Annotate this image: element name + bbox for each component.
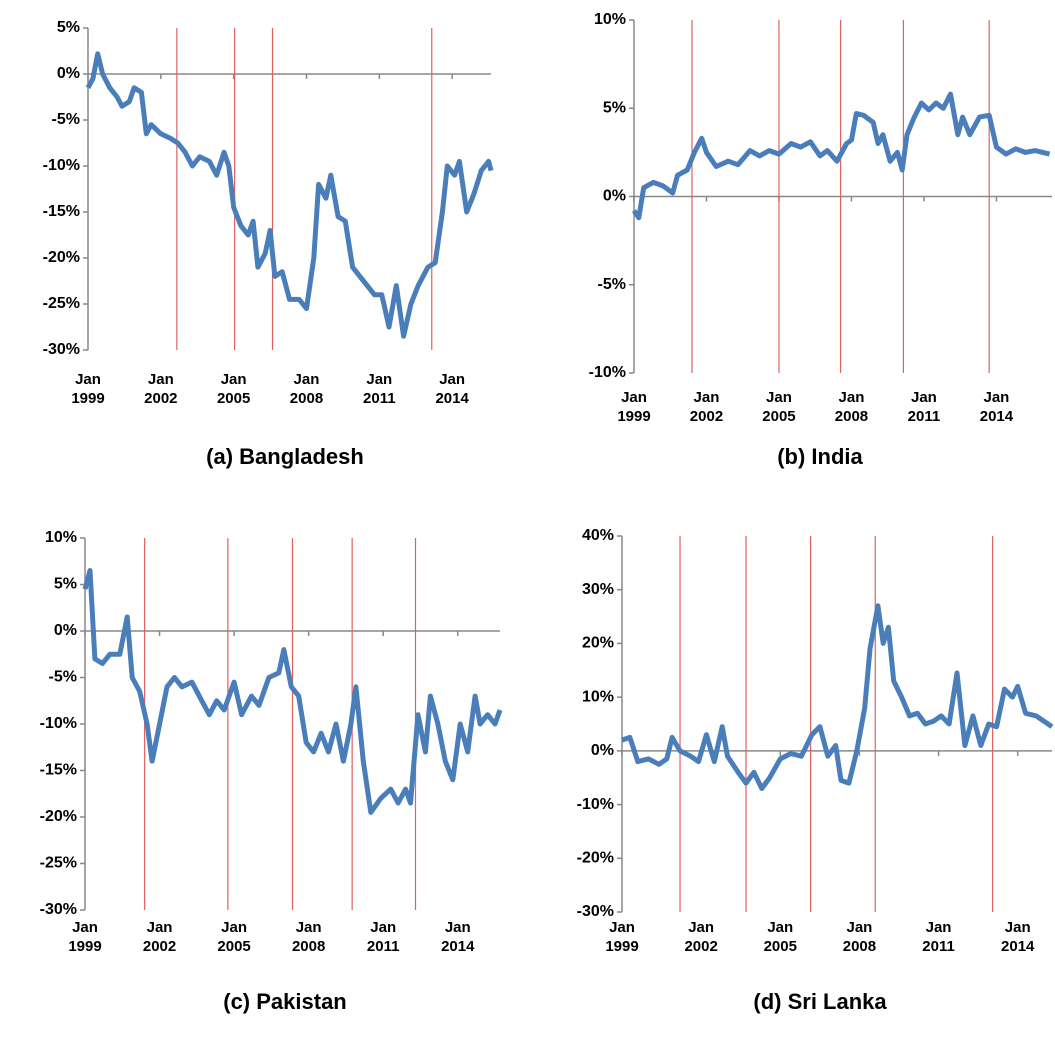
y-tick-label: -20% (40, 808, 77, 825)
x-tick-label: Jan 2014 (441, 919, 475, 955)
y-tick-label: 0% (57, 65, 80, 82)
x-tick-label: Jan 2014 (979, 389, 1014, 425)
y-tick-label: -25% (40, 855, 77, 872)
y-tick-label: 0% (603, 188, 626, 205)
y-tick-label: -5% (598, 276, 626, 293)
chart-title: (b) India (777, 444, 863, 469)
y-tick-label: -10% (43, 157, 80, 174)
y-tick-label: 5% (54, 576, 77, 593)
x-tick-label: Jan 2002 (144, 371, 178, 407)
chart-title: (d) Sri Lanka (753, 989, 887, 1014)
y-tick-label: 5% (57, 19, 80, 36)
y-tick-label: 30% (582, 581, 614, 598)
x-tick-label: Jan 2008 (289, 371, 324, 407)
y-tick-label: -10% (577, 796, 614, 813)
x-tick-label: Jan 2011 (363, 371, 396, 407)
y-tick-label: -30% (577, 903, 614, 920)
x-tick-label: Jan 2011 (907, 389, 941, 425)
y-tick-label: -15% (43, 203, 80, 220)
x-tick-label: Jan 2002 (684, 919, 718, 955)
y-tick-label: 40% (582, 527, 614, 544)
x-tick-label: Jan 2008 (834, 389, 869, 425)
x-tick-label: Jan 2014 (435, 371, 469, 407)
y-tick-label: 20% (582, 635, 614, 652)
x-tick-label: Jan 1999 (71, 371, 105, 407)
x-tick-label: Jan 2002 (142, 919, 177, 955)
x-tick-label: Jan 2008 (842, 919, 877, 955)
y-tick-label: 0% (54, 622, 77, 639)
x-tick-label: Jan 2014 (1001, 919, 1035, 955)
y-tick-label: 10% (45, 529, 77, 546)
y-tick-label: -30% (43, 341, 80, 358)
x-tick-label: Jan 2005 (763, 919, 797, 955)
x-tick-label: Jan 1999 (617, 389, 651, 425)
y-tick-label: -5% (49, 669, 77, 686)
data-line (631, 91, 1051, 221)
x-tick-label: Jan 2011 (366, 919, 400, 955)
x-tick-label: Jan 1999 (68, 919, 102, 955)
x-tick-label: Jan 1999 (605, 919, 639, 955)
y-tick-label: -20% (577, 850, 614, 867)
chart-title: (c) Pakistan (223, 989, 347, 1014)
y-tick-label: -10% (589, 364, 626, 381)
y-tick-label: 10% (582, 688, 614, 705)
y-tick-label: -25% (43, 295, 80, 312)
x-tick-label: Jan 2011 (922, 919, 955, 955)
y-tick-label: -15% (40, 762, 77, 779)
y-tick-label: 0% (591, 742, 614, 759)
y-tick-label: -5% (52, 111, 80, 128)
x-tick-label: Jan 2005 (217, 919, 251, 955)
x-tick-label: Jan 2008 (291, 919, 326, 955)
y-tick-label: -10% (40, 715, 77, 732)
y-tick-label: 10% (594, 11, 626, 28)
data-line (82, 568, 503, 815)
y-tick-label: -30% (40, 901, 77, 918)
data-line (85, 51, 494, 339)
data-line (621, 603, 1054, 791)
x-tick-label: Jan 2005 (762, 389, 796, 425)
x-tick-label: Jan 2005 (216, 371, 251, 407)
x-tick-label: Jan 2002 (689, 389, 724, 425)
y-tick-label: -20% (43, 249, 80, 266)
chart-title: (a) Bangladesh (206, 444, 364, 469)
y-tick-label: 5% (603, 99, 626, 116)
